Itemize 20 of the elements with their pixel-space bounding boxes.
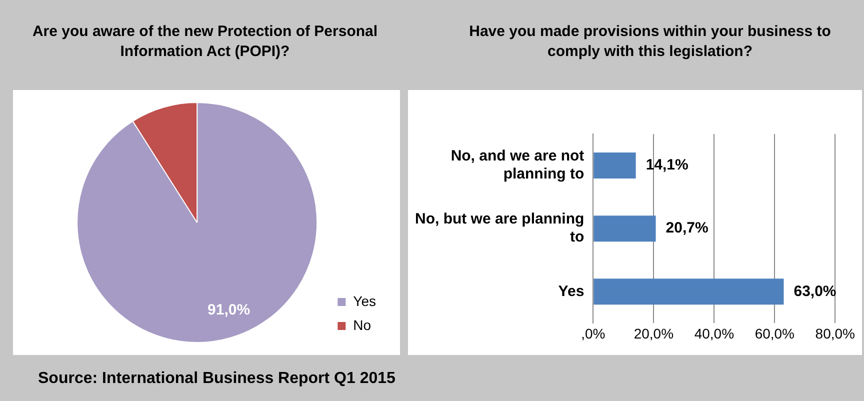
source-note: Source: International Business Report Q1 2015 bbox=[38, 370, 396, 388]
x-tick-label: 80,0% bbox=[815, 325, 856, 342]
data-label: 91,0% bbox=[208, 301, 250, 318]
x-tick-label: 40,0% bbox=[694, 325, 734, 342]
data-label: 14,1% bbox=[646, 156, 688, 174]
chart-title: Have you made provisions within your business to comply with this legislation? bbox=[468, 22, 832, 62]
y-tick-label: No, and we are not planning to bbox=[450, 148, 584, 183]
y-tick-label: No, but we are planning to bbox=[414, 210, 584, 246]
x-tick-label: 20,0% bbox=[634, 325, 674, 342]
data-label: 63,0% bbox=[794, 282, 836, 300]
bar bbox=[594, 152, 636, 179]
legend-label: No bbox=[353, 316, 372, 333]
bar bbox=[594, 216, 656, 242]
y-tick-label: Yes bbox=[558, 282, 584, 300]
x-tick-label: ,0% bbox=[581, 325, 606, 342]
bar bbox=[594, 278, 784, 305]
chart-title: Are you aware of the new Protection of Personal Information Act (POPI)? bbox=[31, 22, 379, 62]
x-tick-label: 60,0% bbox=[754, 325, 795, 342]
legend-label: Yes bbox=[353, 292, 376, 309]
data-label: 20,7% bbox=[666, 220, 708, 237]
